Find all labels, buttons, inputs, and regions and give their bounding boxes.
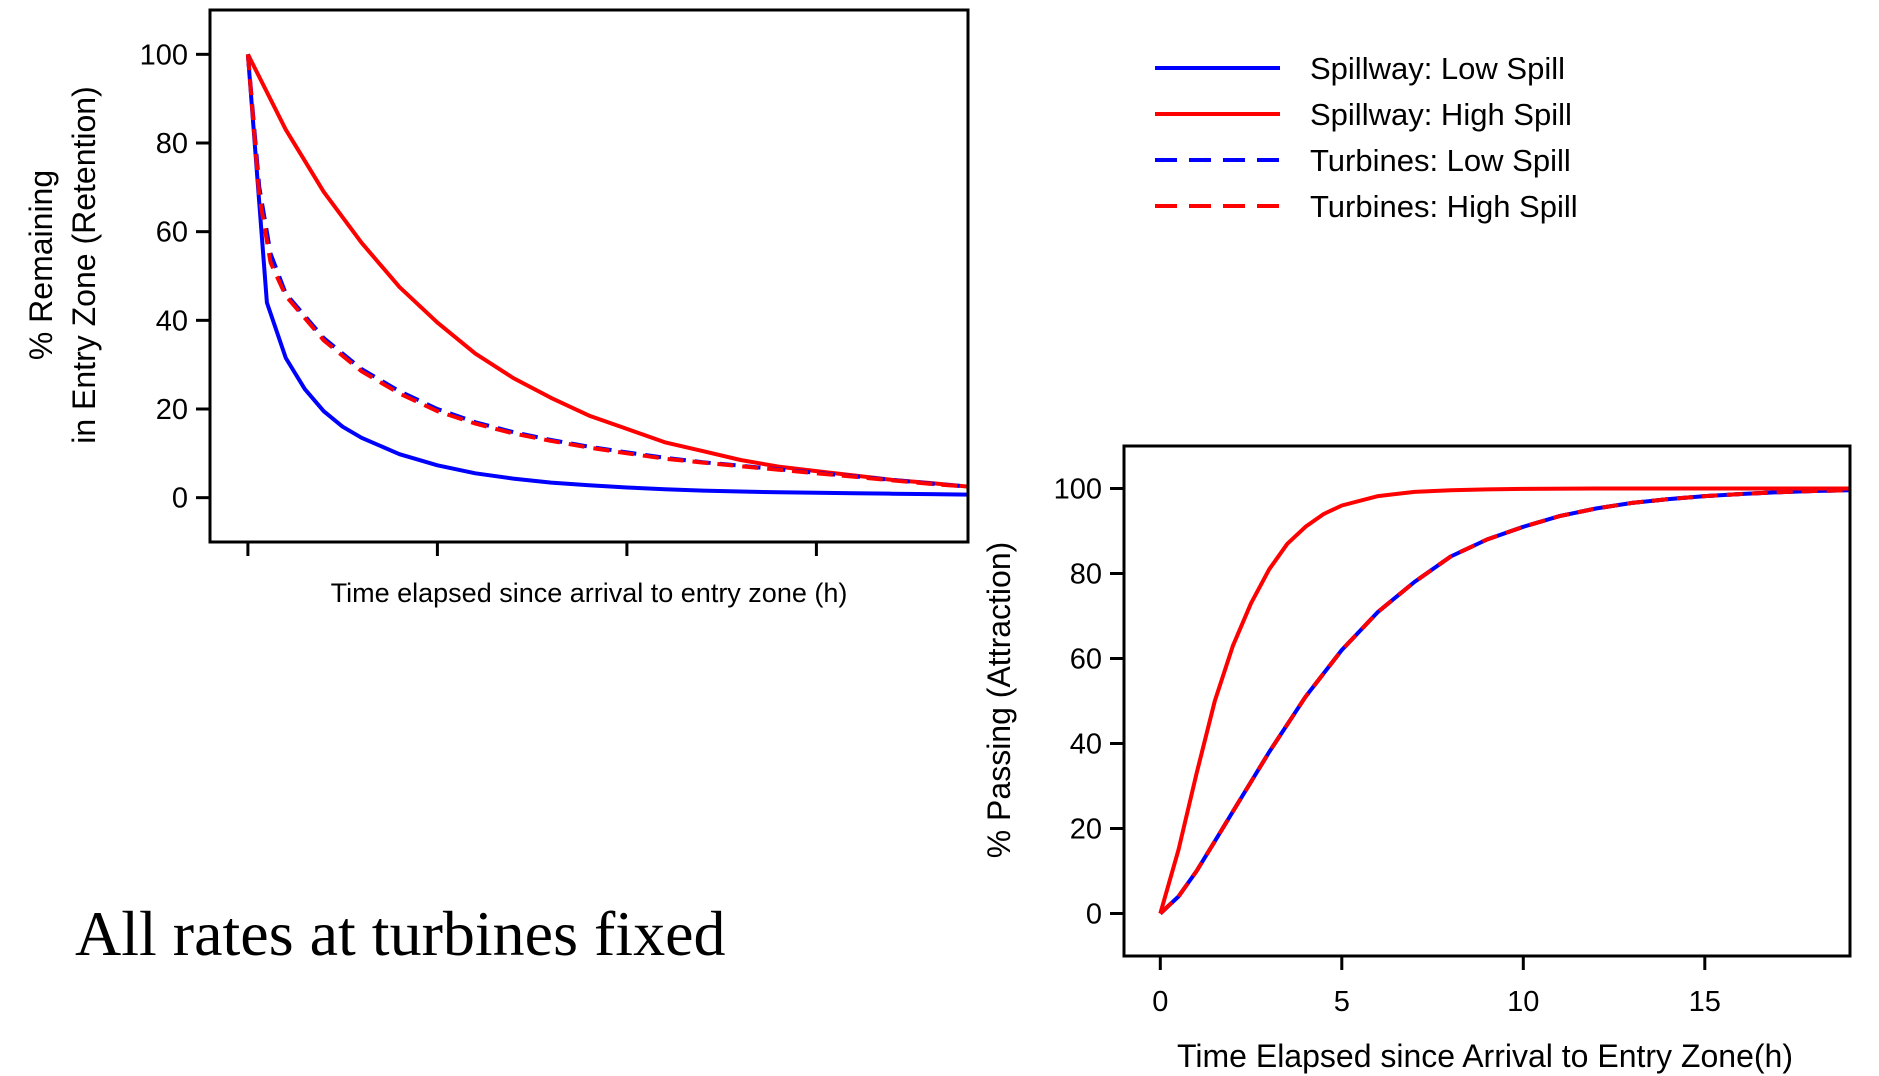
legend-label: Spillway: Low Spill [1310,51,1565,86]
attraction-x-axis-title: Time Elapsed since Arrival to Entry Zone… [1177,1038,1793,1074]
legend-label: Turbines: High Spill [1310,189,1578,224]
retention-series-group [245,53,969,497]
retention-series-spillway-high-spill [246,53,969,489]
retention-series-turbines-high-spill [245,54,969,489]
retention-y-axis-title-line-1: % Remaining [23,170,59,360]
attraction-y-tick-label: 60 [1070,644,1102,676]
attraction-series-turbines-high-spill [1158,488,1851,915]
attraction-series-spillway-low-spill [1158,488,1851,915]
attraction-x-tick-label: 15 [1689,986,1721,1018]
retention-chart: 0 20 40 60 80 100 Time elapsed since arrival … [23,8,970,608]
retention-plot-frame [208,8,970,544]
attraction-y-axis-title: % Passing (Attraction) [981,542,1017,859]
attraction-x-tick-label: 5 [1334,986,1350,1018]
attraction-series-spillway-high-spill [1158,486,1850,915]
retention-axes: 0 20 40 60 80 100 [140,39,818,556]
legend-label: Spillway: High Spill [1310,97,1572,132]
attraction-series-group [1158,486,1851,915]
retention-y-tick-label: 80 [156,128,188,160]
attraction-axes: 0 20 40 60 80 100 0 5 10 15 [1054,474,1721,1019]
retention-y-tick-label: 20 [156,394,188,426]
legend-label: Turbines: Low Spill [1310,143,1571,178]
attraction-y-tick-label: 20 [1070,814,1102,846]
attraction-x-tick-label: 0 [1152,986,1168,1018]
attraction-y-tick-label: 100 [1054,474,1102,506]
retention-y-tick-label: 0 [172,483,188,515]
retention-y-axis-title-line-2: in Entry Zone (Retention) [66,86,102,444]
retention-y-tick-label: 100 [140,39,188,71]
attraction-series-turbines-low-spill [1158,488,1851,915]
attraction-y-tick-label: 0 [1086,899,1102,931]
caption-text: All rates at turbines fixed [75,898,725,969]
retention-x-axis-title: Time elapsed since arrival to entry zone… [331,578,848,608]
legend: Spillway: Low Spill Spillway: High Spill T… [1155,51,1578,224]
retention-y-tick-label: 60 [156,217,188,249]
retention-y-tick-label: 40 [156,305,188,337]
attraction-chart: 0 20 40 60 80 100 0 5 10 15 Time Elapsed since Ar… [981,444,1852,1074]
attraction-y-tick-label: 40 [1070,729,1102,761]
attraction-plot-frame [1122,444,1852,958]
retention-series-spillway-low-spill [245,54,969,497]
attraction-x-tick-label: 10 [1507,986,1539,1018]
attraction-y-tick-label: 80 [1070,559,1102,591]
